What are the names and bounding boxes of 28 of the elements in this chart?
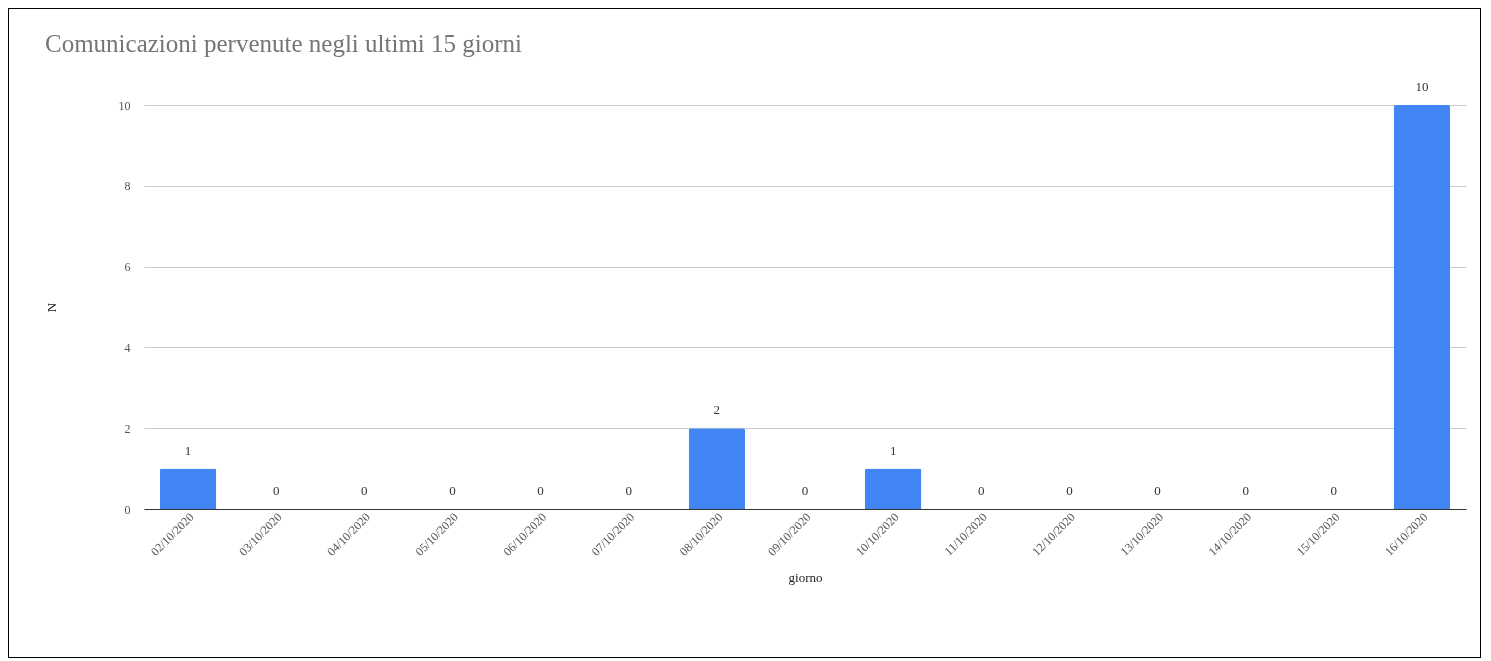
bar	[864, 468, 922, 509]
data-label: 0	[1154, 483, 1161, 498]
y-axis-title: N	[43, 302, 59, 313]
data-label: 0	[625, 483, 632, 498]
data-label: 0	[449, 483, 456, 498]
y-tick-label: 6	[124, 260, 131, 275]
data-label: 0	[1330, 483, 1338, 498]
data-label: 1	[889, 442, 897, 458]
bar	[688, 428, 746, 509]
y-tick-label: 8	[124, 179, 131, 194]
data-label: 2	[713, 402, 721, 418]
chart-title: Comunicazioni pervenute negli ultimi 15 giorni	[45, 30, 523, 57]
data-label: 0	[361, 483, 368, 498]
y-tick-label: 0	[124, 502, 131, 517]
data-label: 0	[1242, 483, 1249, 498]
y-tick-label: 2	[124, 421, 131, 436]
data-label: 0	[272, 483, 280, 498]
bar	[159, 468, 217, 509]
y-tick-label: 4	[124, 340, 131, 355]
data-label: 10	[1415, 79, 1429, 94]
data-label: 0	[801, 483, 809, 498]
x-axis-title: giorno	[788, 569, 823, 585]
y-tick-label: 10	[118, 98, 131, 113]
data-label: 0	[1066, 483, 1073, 498]
bar	[1393, 105, 1451, 509]
data-label: 1	[184, 442, 192, 458]
data-label: 0	[978, 483, 985, 498]
data-label: 0	[537, 483, 544, 498]
